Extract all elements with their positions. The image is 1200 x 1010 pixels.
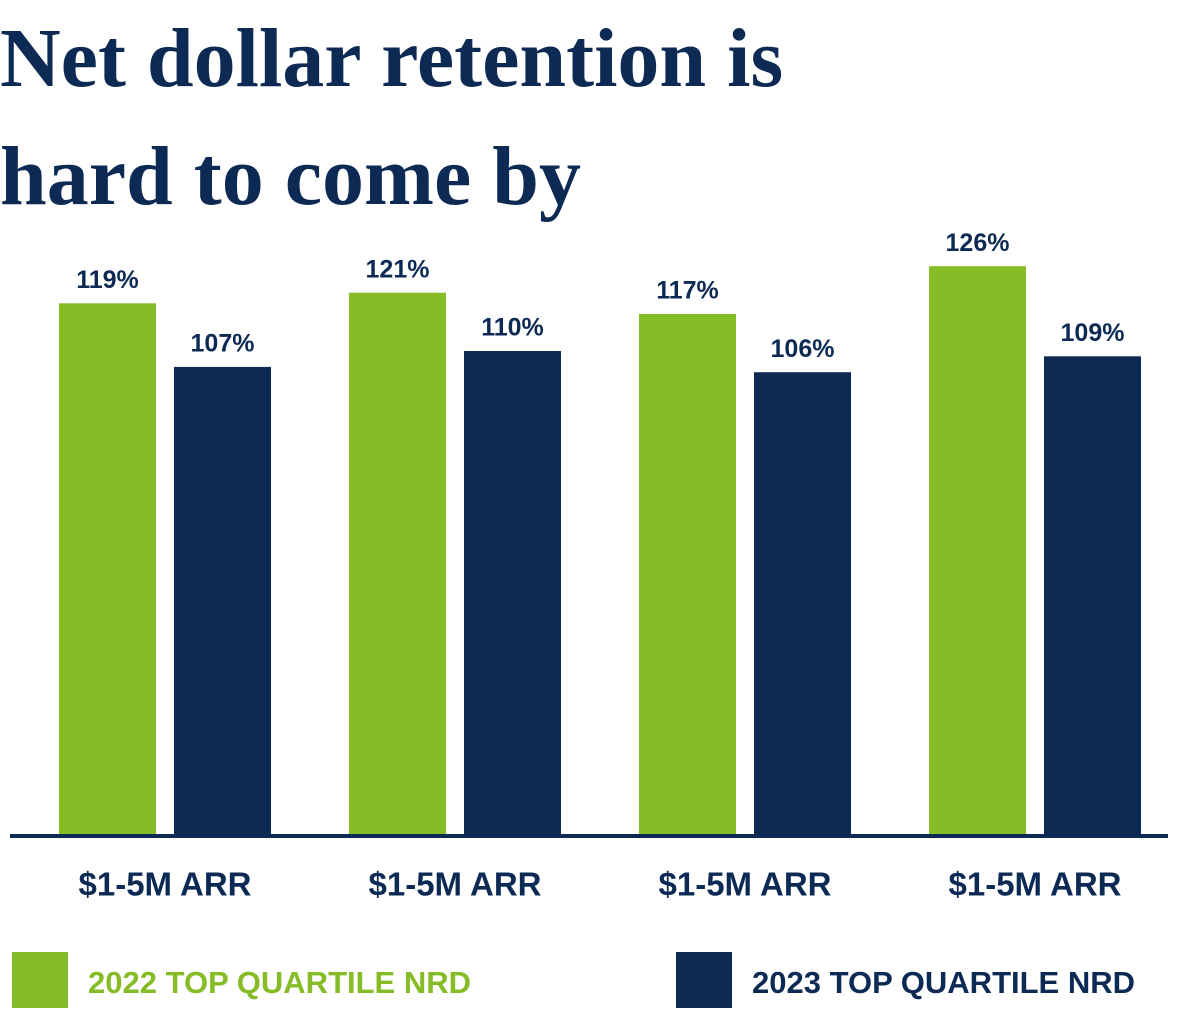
legend-label: 2022 TOP QUARTILE NRD xyxy=(88,965,471,1000)
value-label: 126% xyxy=(946,229,1010,257)
x-tick-label: $1-5M ARR xyxy=(369,866,542,903)
bar xyxy=(59,303,156,836)
bar xyxy=(639,313,736,836)
bar xyxy=(349,292,446,836)
bar xyxy=(464,351,561,836)
legend-swatch xyxy=(12,952,68,1008)
legend-label: 2023 TOP QUARTILE NRD xyxy=(752,965,1135,1000)
value-label: 107% xyxy=(191,330,255,358)
x-tick-label: $1-5M ARR xyxy=(659,866,832,903)
bar xyxy=(929,266,1026,836)
value-label: 121% xyxy=(366,255,430,283)
legend-swatch xyxy=(676,952,732,1008)
value-label: 110% xyxy=(481,314,544,342)
bar xyxy=(174,366,271,836)
x-tick-label: $1-5M ARR xyxy=(79,866,252,903)
value-label: 109% xyxy=(1061,319,1125,347)
value-label: 106% xyxy=(771,335,835,363)
value-label: 117% xyxy=(656,277,719,305)
chart-title: Net dollar retention is hard to come by xyxy=(0,12,784,223)
bar xyxy=(1044,356,1141,836)
bar xyxy=(754,372,851,836)
x-tick-label: $1-5M ARR xyxy=(949,866,1122,903)
value-label: 119% xyxy=(76,266,139,294)
